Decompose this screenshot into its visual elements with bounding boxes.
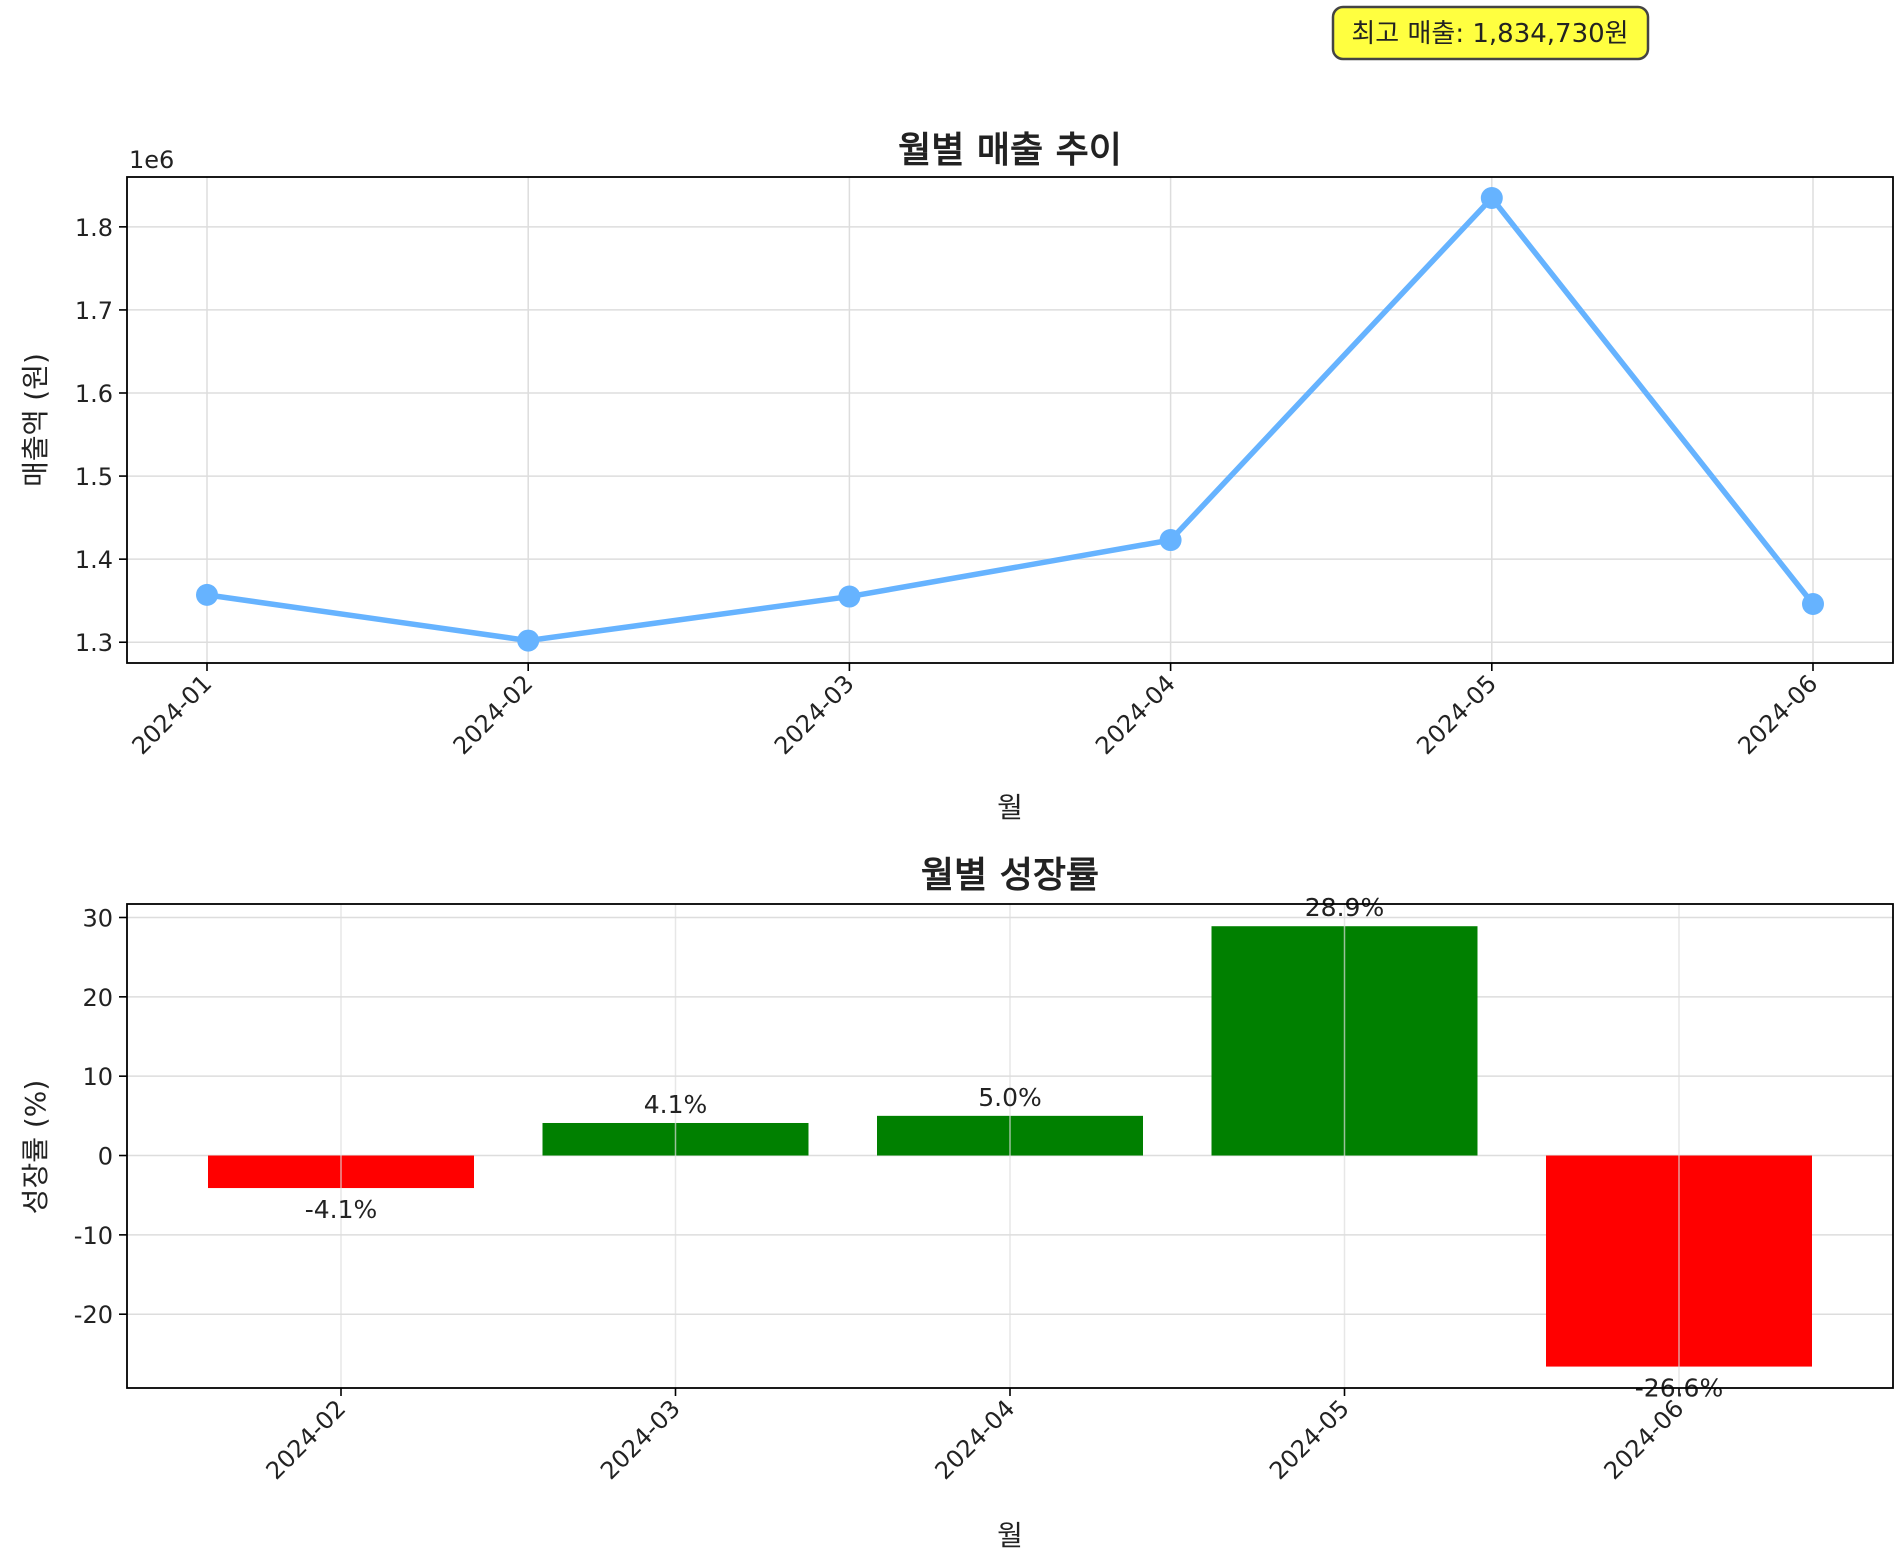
sales-data-point — [517, 629, 540, 652]
annotation-box — [1331, 5, 1650, 61]
max-sales-annotation: 최고 매출: 1,834,730원 — [1331, 5, 1650, 61]
line-chart-x-tick-label: 2024-01 — [127, 669, 218, 760]
annotation-text: 최고 매출: 1,834,730원 — [1351, 19, 1628, 49]
line-chart-y-tick-label: 1.8 — [75, 214, 113, 242]
line-chart-y-tick-label: 1.7 — [75, 297, 113, 325]
line-chart-x-tick-label: 2024-06 — [1733, 669, 1824, 760]
bar-chart-x-tick-label: 2024-02 — [261, 1394, 352, 1485]
bar-chart-y-tick-label: 20 — [82, 984, 113, 1012]
line-chart-y-tick-label: 1.5 — [75, 463, 113, 491]
monthly-growth-bar-chart: 월별 성장률 -20 -10 0 10 20 30 2024-02 2024-03 2024-0… — [19, 855, 1894, 1552]
line-chart-title: 월별 매출 추이 — [898, 130, 1122, 171]
bar-chart-x-tick-label: 2024-05 — [1264, 1394, 1355, 1485]
line-chart-y-tick-label: 1.4 — [75, 546, 113, 574]
bar-chart-x-tick-label: 2024-06 — [1599, 1394, 1690, 1485]
growth-bar-value-label: 5.0% — [978, 1083, 1042, 1112]
monthly-sales-line-chart: 월별 매출 추이 1e6 1.3 1.4 1.5 1.6 1.7 1.8 2024-01 20… — [19, 130, 1894, 824]
line-chart-x-axis-label: 월 — [997, 791, 1023, 824]
line-chart-offset-label: 1e6 — [129, 146, 174, 174]
bar-chart-y-axis-label: 성장률 (%) — [19, 1080, 52, 1215]
bar-chart-title: 월별 성장률 — [921, 855, 1099, 896]
bar-chart-x-tick-label: 2024-04 — [930, 1394, 1021, 1485]
line-chart-y-tick-label: 1.6 — [75, 380, 113, 408]
bar-chart-y-tick-label: 30 — [82, 904, 113, 932]
sales-data-point — [1159, 529, 1182, 552]
sales-data-point — [196, 583, 218, 606]
bar-chart-y-tick-label: 10 — [82, 1063, 113, 1091]
sales-data-point — [1480, 186, 1503, 209]
line-chart-y-tick-label: 1.3 — [75, 629, 113, 657]
line-chart-plot-area — [126, 176, 1894, 664]
line-chart-x-tick-label: 2024-03 — [769, 669, 860, 760]
bar-chart-y-tick-label: -10 — [74, 1222, 113, 1250]
line-chart-x-tick-label: 2024-02 — [448, 669, 539, 760]
growth-bar-value-label: 4.1% — [644, 1090, 708, 1119]
bar-chart-y-tick-label: 0 — [98, 1143, 113, 1171]
sales-data-point — [1802, 593, 1824, 616]
sales-series-line — [206, 195, 1816, 644]
bar-chart-plot-area — [126, 903, 1894, 1389]
line-chart-x-tick-label: 2024-05 — [1411, 669, 1502, 760]
growth-bar-value-label: 28.9% — [1305, 893, 1384, 922]
bar-chart-x-axis-label: 월 — [997, 1519, 1023, 1552]
bar-chart-x-tick-label: 2024-03 — [595, 1394, 686, 1485]
sales-data-point — [838, 585, 861, 608]
bar-chart-y-tick-label: -20 — [74, 1301, 113, 1329]
growth-bar-value-label: -4.1% — [305, 1195, 378, 1224]
line-chart-x-tick-label: 2024-04 — [1090, 669, 1181, 760]
line-chart-y-axis-label: 매출액 (원) — [19, 353, 52, 487]
